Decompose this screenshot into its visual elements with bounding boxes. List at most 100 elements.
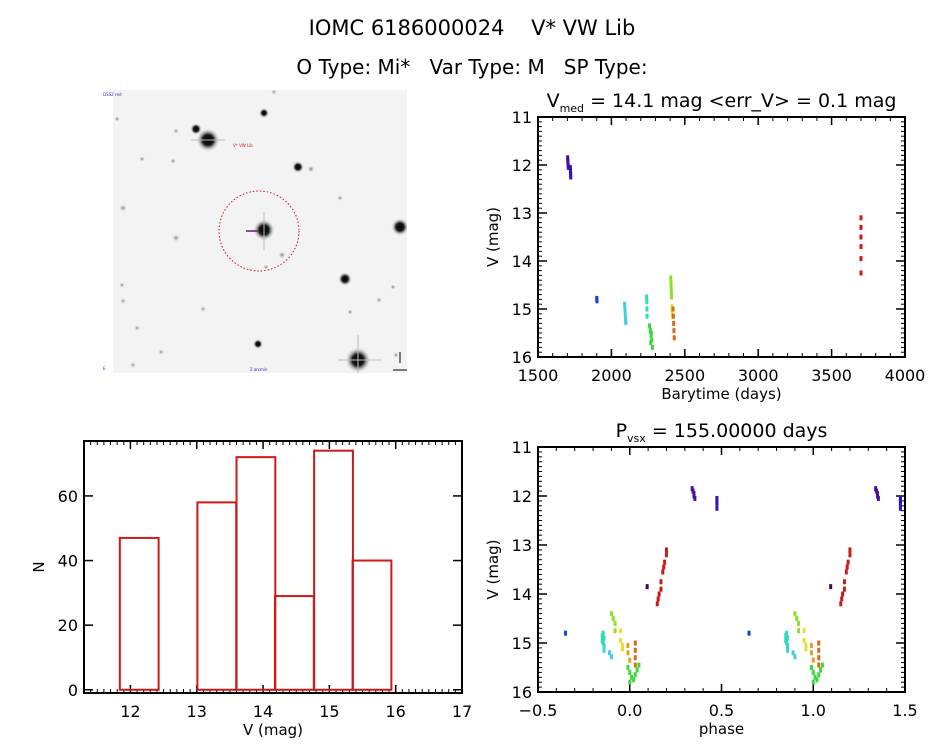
x-tick-label: 14 (253, 702, 273, 721)
x-tick-label: 13 (187, 702, 207, 721)
data-point (672, 335, 676, 341)
data-point (656, 596, 660, 602)
data-point (747, 630, 751, 636)
data-point (811, 679, 815, 685)
y-tick-label: 14 (512, 585, 532, 604)
data-point (785, 630, 789, 636)
series-s4 (600, 633, 797, 660)
y-tick-label: 15 (512, 634, 532, 653)
data-point (635, 667, 639, 673)
data-point (839, 601, 843, 607)
series-s6 (626, 662, 824, 685)
data-point (804, 642, 808, 648)
data-point (569, 174, 573, 180)
star (190, 123, 202, 135)
title-rest: = 14.1 mag <err_V> = 0.1 mag (584, 90, 896, 112)
series-s7 (669, 275, 674, 300)
x-axis-label: V (mag) (243, 721, 303, 739)
histogram-bar (273, 595, 315, 691)
data-point (898, 500, 902, 506)
data-point (841, 591, 845, 597)
series-s1 (566, 155, 570, 170)
data-point (793, 654, 797, 660)
y-axis-label: V (mag) (484, 207, 502, 267)
data-point (623, 311, 627, 317)
data-point (613, 620, 617, 626)
data-point (797, 628, 801, 634)
faint-stars (114, 90, 399, 368)
data-point (840, 596, 844, 602)
data-point (595, 298, 599, 304)
data-point (859, 224, 863, 230)
histogram-chart: 12 13 14 15 16 17 0 20 40 60 V (mag) N (30, 440, 472, 739)
star (292, 161, 304, 173)
x-tick-label: 12 (120, 702, 140, 721)
plot-frame (83, 440, 463, 694)
data-point (620, 642, 624, 648)
finder-image-svg: V* VW Lib 2 arcmin (114, 90, 407, 373)
data-point (637, 662, 641, 668)
data-point (817, 640, 821, 646)
chart-title: Pvsx = 155.00000 days (616, 420, 828, 445)
histogram-bar (235, 456, 277, 691)
x-tick-label: 3000 (738, 366, 779, 385)
data-point (611, 616, 615, 621)
data-point (817, 662, 821, 668)
data-point (662, 564, 666, 570)
series-s1 (690, 486, 880, 501)
data-point (609, 654, 613, 660)
data-point (664, 547, 668, 553)
y-tick-label: 60 (58, 487, 78, 506)
data-point (846, 559, 850, 565)
data-point (669, 284, 673, 290)
data-point (845, 564, 849, 570)
light-curve-chart: 1500 2000 2500 3000 3500 4000 11 12 13 14 15 16 Bary… (484, 90, 926, 403)
object-title: IOMC 6186000024 V* VW Lib (308, 16, 636, 40)
y-tick-label: 16 (512, 348, 532, 367)
x-tick-label: 2000 (591, 366, 632, 385)
data-point (626, 665, 630, 670)
data-point (648, 323, 652, 329)
x-tick-label: 4000 (885, 366, 926, 385)
data-point (633, 647, 637, 653)
x-tick-label: 3500 (811, 366, 852, 385)
data-point (623, 301, 627, 307)
series-s10 (633, 640, 821, 668)
title-main: V (547, 90, 560, 112)
data-point (797, 620, 801, 626)
data-point (848, 552, 852, 558)
star (307, 165, 315, 173)
series-s12 (655, 547, 852, 607)
data-point (628, 669, 632, 675)
data-point (664, 552, 668, 558)
data-point (669, 280, 673, 286)
data-point (844, 569, 848, 575)
x-tick-label: 1.5 (892, 701, 917, 720)
data-point (859, 234, 863, 240)
data-point (609, 611, 613, 617)
data-point (811, 669, 815, 675)
x-tick-label: 0.0 (617, 701, 642, 720)
data-point (786, 635, 790, 641)
data-point (817, 655, 821, 661)
data-point (804, 646, 808, 652)
data-point (651, 344, 655, 350)
data-point (859, 256, 863, 262)
data-point (802, 628, 806, 634)
histogram-bar (196, 501, 238, 691)
data-point (795, 616, 799, 621)
data-point (693, 495, 697, 501)
data-point (601, 640, 605, 646)
series-s5 (601, 630, 790, 646)
data-point (633, 640, 637, 646)
star (391, 218, 407, 236)
data-point (898, 505, 902, 511)
data-point (813, 674, 817, 680)
data-point (645, 294, 649, 300)
data-point (876, 495, 880, 501)
data-point (669, 275, 673, 281)
series-s4 (623, 301, 628, 325)
data-point (608, 650, 612, 656)
data-point (626, 642, 630, 648)
data-point (829, 584, 833, 590)
